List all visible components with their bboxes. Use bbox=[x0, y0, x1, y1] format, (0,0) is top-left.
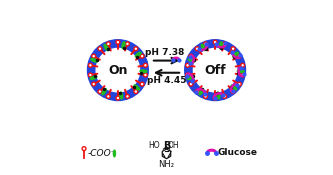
Ellipse shape bbox=[187, 76, 194, 79]
Circle shape bbox=[185, 40, 245, 100]
Circle shape bbox=[223, 42, 226, 46]
Ellipse shape bbox=[140, 70, 147, 73]
Text: HO: HO bbox=[148, 141, 160, 150]
Circle shape bbox=[189, 82, 193, 86]
Ellipse shape bbox=[199, 89, 203, 95]
Circle shape bbox=[213, 40, 217, 44]
Circle shape bbox=[144, 63, 147, 67]
Circle shape bbox=[195, 47, 199, 51]
Circle shape bbox=[134, 90, 138, 93]
Ellipse shape bbox=[90, 76, 97, 79]
Circle shape bbox=[82, 147, 86, 150]
Ellipse shape bbox=[120, 92, 123, 99]
Circle shape bbox=[195, 90, 199, 93]
Circle shape bbox=[107, 42, 110, 46]
Circle shape bbox=[189, 54, 193, 58]
Ellipse shape bbox=[91, 58, 98, 62]
Ellipse shape bbox=[113, 150, 116, 157]
Text: On: On bbox=[108, 64, 128, 77]
Circle shape bbox=[134, 47, 138, 51]
Circle shape bbox=[193, 48, 237, 92]
Ellipse shape bbox=[219, 42, 222, 48]
Text: pH 7.38: pH 7.38 bbox=[145, 48, 184, 57]
Circle shape bbox=[237, 54, 241, 58]
Ellipse shape bbox=[217, 92, 220, 99]
Ellipse shape bbox=[188, 58, 195, 62]
Circle shape bbox=[186, 73, 189, 77]
Circle shape bbox=[89, 73, 92, 77]
Ellipse shape bbox=[232, 52, 238, 57]
Circle shape bbox=[186, 63, 189, 67]
Circle shape bbox=[144, 73, 147, 77]
Circle shape bbox=[237, 82, 241, 86]
Circle shape bbox=[126, 94, 129, 98]
Text: OH: OH bbox=[167, 141, 179, 150]
Circle shape bbox=[241, 63, 244, 67]
Ellipse shape bbox=[102, 89, 106, 95]
Circle shape bbox=[88, 40, 148, 100]
Circle shape bbox=[107, 94, 110, 98]
Ellipse shape bbox=[135, 52, 141, 57]
Text: Glucose: Glucose bbox=[217, 148, 257, 158]
Ellipse shape bbox=[201, 44, 205, 51]
Ellipse shape bbox=[122, 42, 125, 48]
Circle shape bbox=[116, 96, 120, 100]
Text: B: B bbox=[163, 141, 170, 151]
Circle shape bbox=[98, 47, 102, 51]
Text: -COO⁻: -COO⁻ bbox=[87, 149, 116, 158]
Text: pH 4.45: pH 4.45 bbox=[147, 76, 186, 85]
Text: NH₂: NH₂ bbox=[159, 160, 174, 169]
Circle shape bbox=[140, 54, 144, 58]
Circle shape bbox=[140, 82, 144, 86]
Circle shape bbox=[204, 42, 207, 46]
Circle shape bbox=[241, 73, 244, 77]
Circle shape bbox=[89, 63, 92, 67]
Circle shape bbox=[116, 40, 120, 44]
Circle shape bbox=[98, 90, 102, 93]
Ellipse shape bbox=[231, 85, 237, 90]
Circle shape bbox=[231, 90, 235, 93]
Circle shape bbox=[223, 94, 226, 98]
Circle shape bbox=[126, 42, 129, 46]
Circle shape bbox=[204, 94, 207, 98]
Circle shape bbox=[92, 54, 96, 58]
Circle shape bbox=[213, 96, 217, 100]
Text: Off: Off bbox=[204, 64, 226, 77]
Ellipse shape bbox=[104, 44, 108, 51]
Ellipse shape bbox=[134, 85, 140, 90]
Circle shape bbox=[231, 47, 235, 51]
Circle shape bbox=[92, 82, 96, 86]
Circle shape bbox=[96, 48, 140, 92]
Ellipse shape bbox=[237, 70, 244, 73]
